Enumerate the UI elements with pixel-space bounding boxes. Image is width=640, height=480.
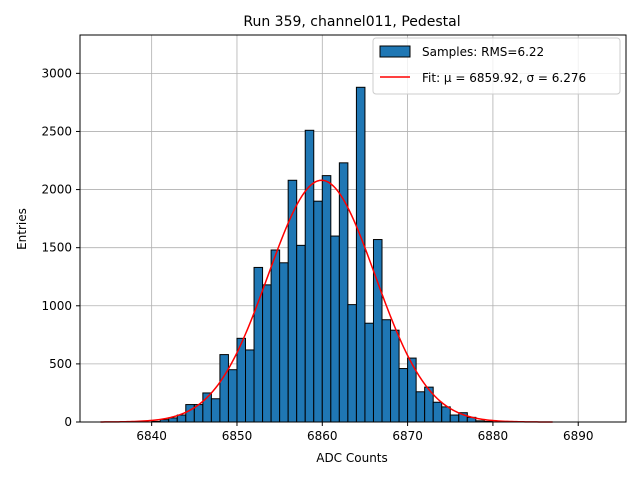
x-tick-label: 6880 (478, 429, 509, 443)
x-tick-label: 6850 (222, 429, 253, 443)
legend-label-fit: Fit: μ = 6859.92, σ = 6.276 (422, 71, 586, 85)
histogram-bar (168, 417, 178, 423)
histogram-bar (390, 329, 400, 423)
histogram-bar (330, 235, 340, 423)
histogram-bar (313, 200, 323, 423)
y-tick-label: 2000 (41, 183, 72, 197)
histogram-bar (398, 368, 409, 423)
y-tick-label: 2500 (41, 124, 72, 138)
histogram-bar (355, 86, 366, 423)
axes-frame (79, 34, 627, 423)
histogram-bars (151, 86, 494, 423)
histogram-bar (321, 175, 332, 423)
histogram-bar (296, 244, 306, 423)
histogram-bar (227, 369, 238, 423)
legend-label-samples: Samples: RMS=6.22 (422, 45, 544, 59)
y-tick-label: 0 (64, 415, 72, 429)
y-axis-label: Entries (15, 208, 29, 250)
histogram-bar (287, 179, 298, 423)
histogram-bar (304, 129, 315, 423)
chart-title: Run 359, channel011, Pedestal (243, 14, 460, 30)
histogram-bar (432, 401, 443, 423)
histogram-bar (347, 304, 357, 423)
x-tick-label: 6870 (392, 429, 423, 443)
y-tick-label: 500 (49, 357, 72, 371)
y-tick-label: 3000 (41, 66, 72, 80)
legend-box (372, 37, 621, 95)
x-tick-label: 6890 (563, 429, 594, 443)
histogram-bar (381, 319, 392, 423)
histogram-bar (415, 391, 426, 423)
histogram-bar (176, 414, 187, 423)
histogram-bar (449, 414, 460, 423)
legend: Samples: RMS=6.22 Fit: μ = 6859.92, σ = … (372, 37, 621, 95)
histogram-bar (372, 239, 383, 423)
x-axis-label: ADC Counts (316, 451, 388, 465)
histogram-bar (245, 349, 255, 423)
x-tick-label: 6840 (136, 429, 167, 443)
axes: 6840 6850 6860 6870 6880 6890 0 500 1000 1500 2000… (41, 34, 627, 443)
histogram-bar (210, 398, 221, 423)
histogram-bar (253, 266, 264, 423)
y-tick-label: 1000 (41, 299, 72, 313)
histogram-bar (270, 249, 281, 423)
histogram-bar (279, 262, 289, 423)
histogram-bar (441, 406, 451, 423)
histogram-bar (364, 322, 374, 423)
histogram-bar (185, 404, 195, 423)
x-tick-label: 6860 (307, 429, 338, 443)
histogram-bar (219, 354, 229, 423)
y-tick-label: 1500 (41, 241, 72, 255)
histogram-bar (338, 162, 349, 423)
fit-curve (100, 179, 553, 423)
legend-swatch-samples (379, 45, 411, 58)
histogram-bar (262, 284, 272, 423)
